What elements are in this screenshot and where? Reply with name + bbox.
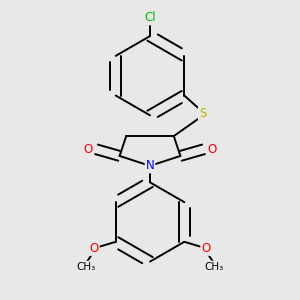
Text: O: O xyxy=(207,143,216,156)
Text: CH₃: CH₃ xyxy=(204,262,224,272)
Text: S: S xyxy=(199,107,206,120)
Text: CH₃: CH₃ xyxy=(76,262,96,272)
Text: N: N xyxy=(146,159,154,172)
Text: O: O xyxy=(201,242,210,255)
Text: O: O xyxy=(84,143,93,156)
Text: O: O xyxy=(90,242,99,255)
Text: Cl: Cl xyxy=(144,11,156,24)
